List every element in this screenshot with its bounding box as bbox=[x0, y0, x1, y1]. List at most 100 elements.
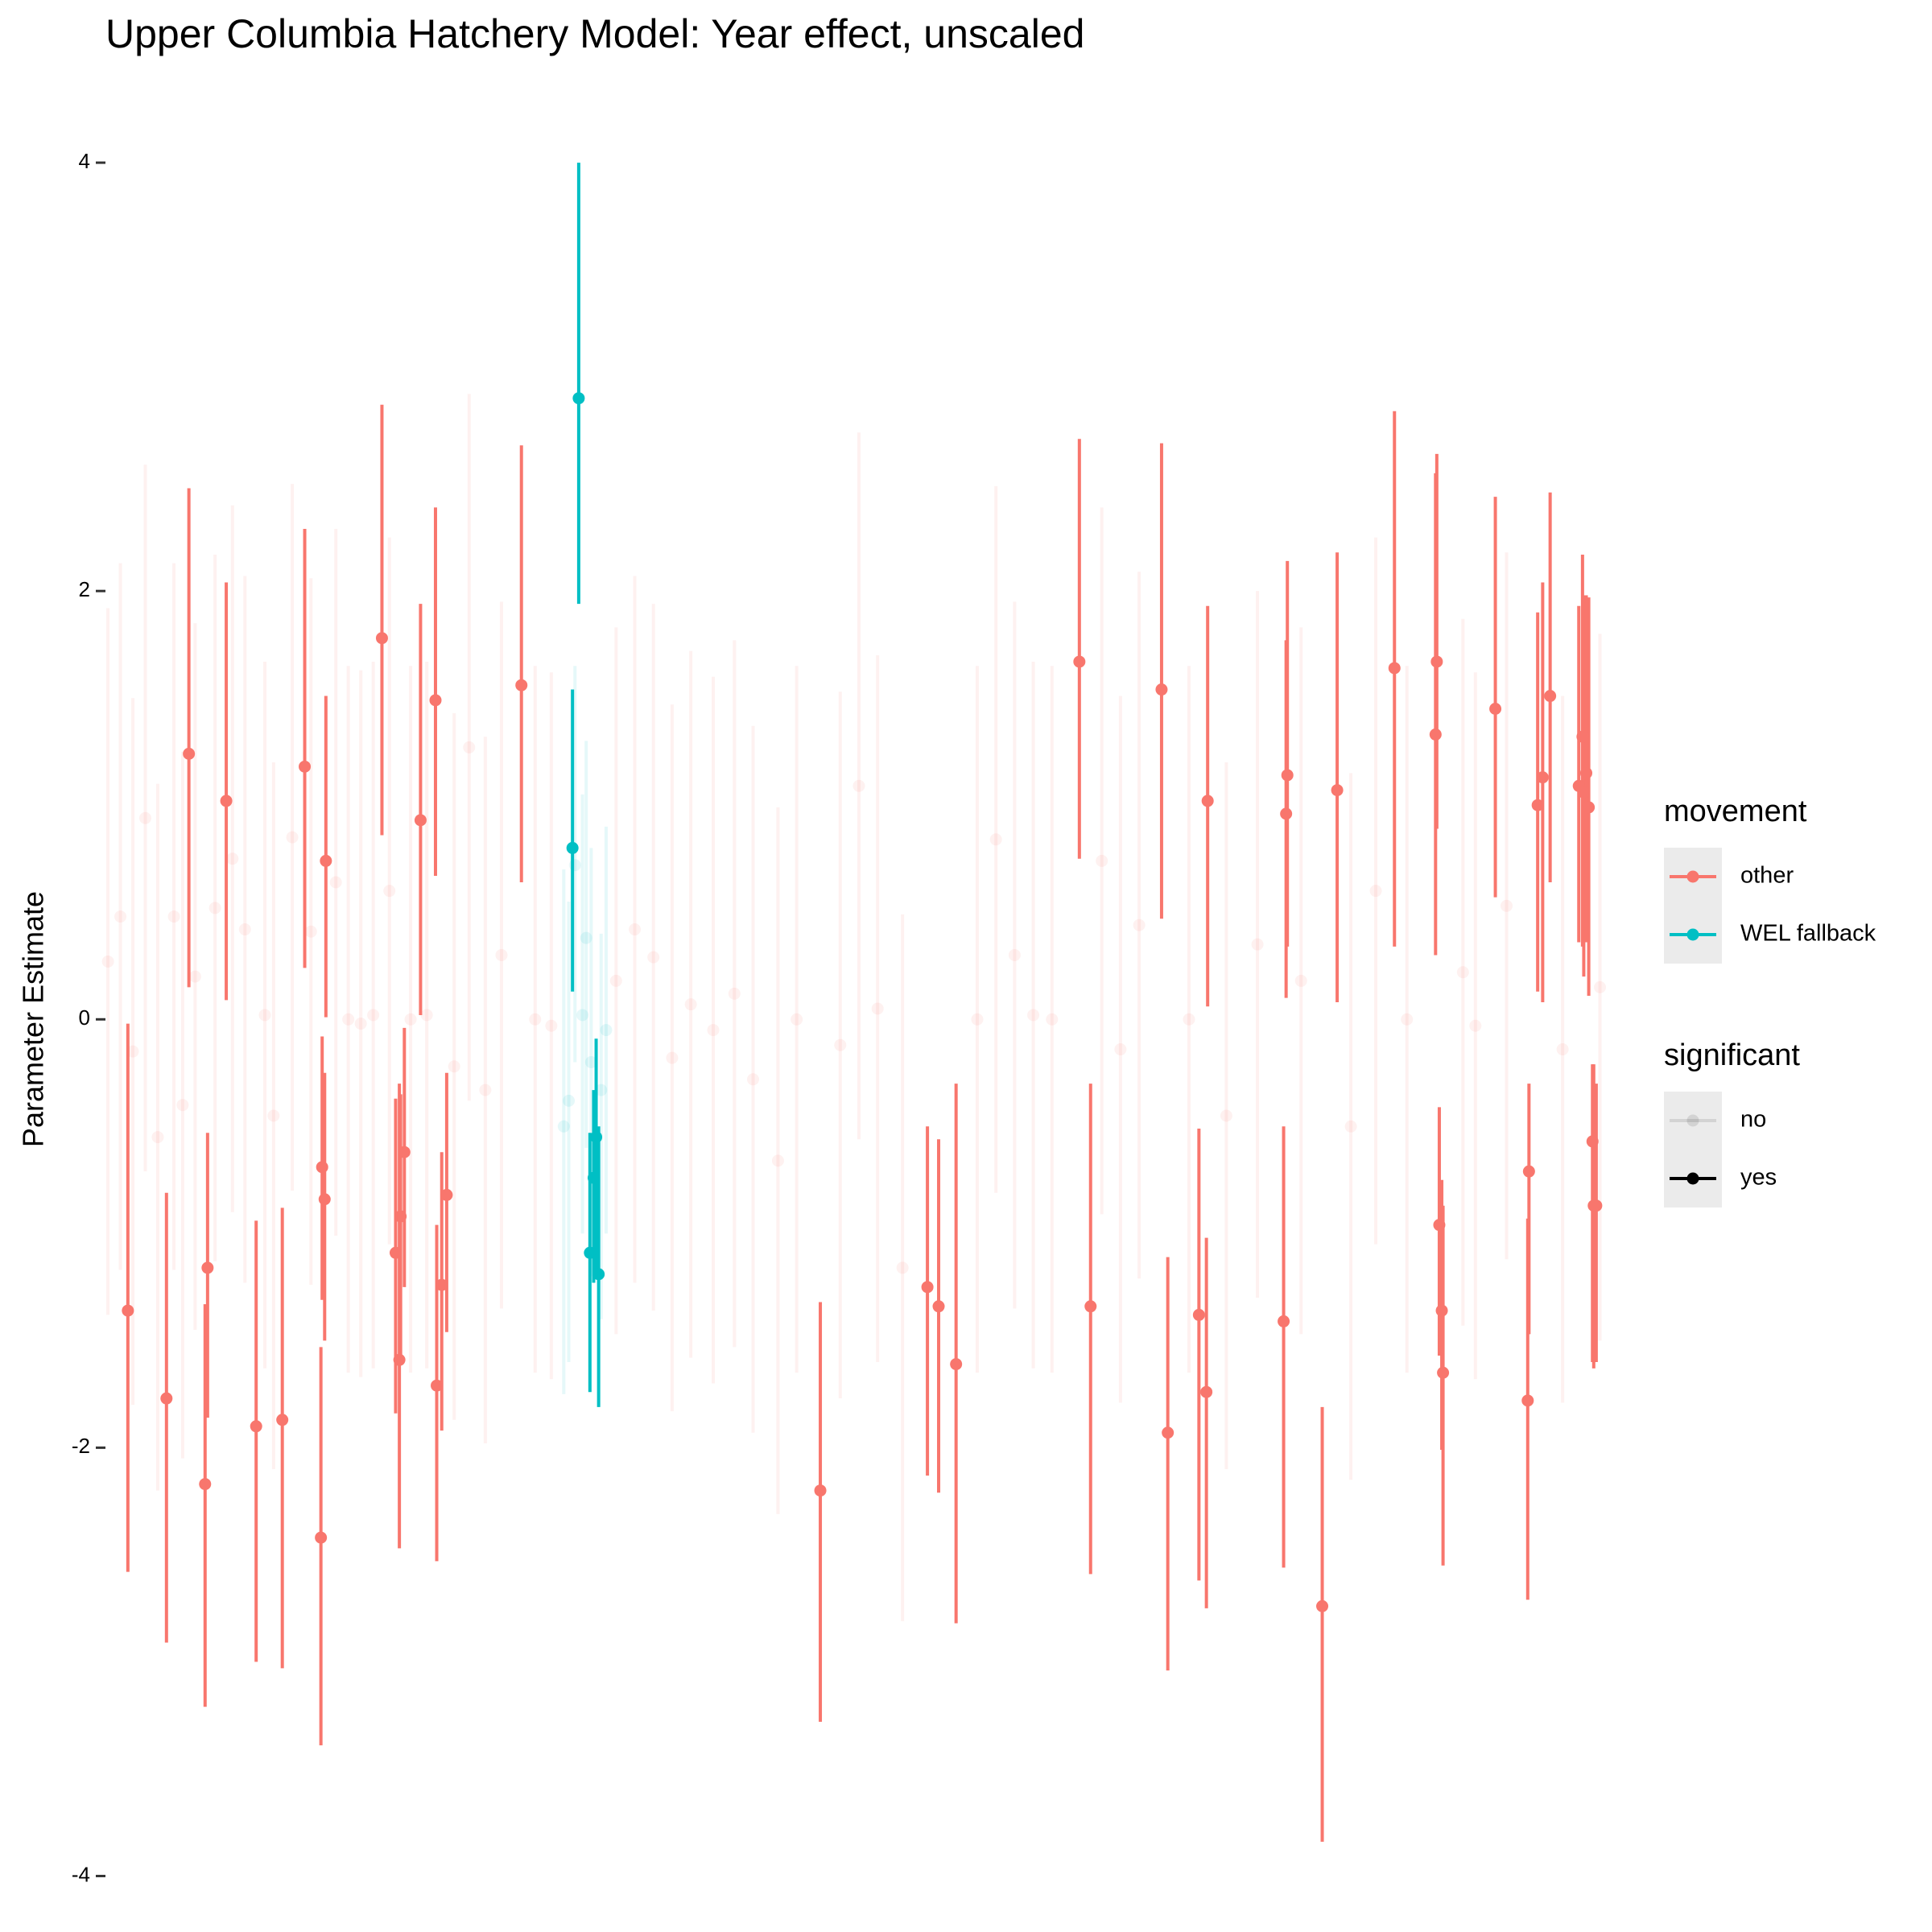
point bbox=[666, 1051, 679, 1064]
point bbox=[1200, 1385, 1213, 1398]
point bbox=[315, 1531, 328, 1544]
point bbox=[1544, 690, 1557, 703]
point bbox=[367, 1009, 380, 1022]
point bbox=[1489, 703, 1502, 716]
point bbox=[557, 1120, 570, 1133]
point bbox=[448, 1060, 460, 1073]
point bbox=[814, 1484, 827, 1497]
point bbox=[1294, 974, 1307, 987]
point bbox=[188, 970, 201, 983]
legend-label: other bbox=[1740, 863, 1794, 889]
point bbox=[139, 811, 152, 824]
point bbox=[566, 841, 579, 854]
y-axis-label: Parameter Estimate bbox=[17, 891, 50, 1147]
point bbox=[728, 987, 741, 1000]
point bbox=[600, 1024, 613, 1037]
point bbox=[515, 679, 528, 691]
point bbox=[584, 1055, 597, 1068]
point bbox=[1469, 1019, 1482, 1032]
y-tick-label: -4 bbox=[72, 1862, 90, 1886]
point bbox=[1096, 854, 1108, 867]
point bbox=[1046, 1013, 1059, 1026]
point bbox=[576, 1009, 589, 1022]
point bbox=[414, 814, 427, 827]
point bbox=[220, 795, 233, 807]
point bbox=[238, 923, 251, 936]
legend-label: no bbox=[1740, 1107, 1766, 1133]
point bbox=[1251, 938, 1264, 951]
point bbox=[276, 1414, 289, 1426]
point bbox=[1084, 1300, 1097, 1313]
point bbox=[1590, 1199, 1603, 1212]
legend-key-bg bbox=[1664, 1092, 1722, 1150]
point bbox=[375, 632, 388, 645]
point bbox=[167, 910, 180, 923]
point bbox=[1344, 1120, 1357, 1133]
point bbox=[568, 859, 581, 872]
point bbox=[1556, 1043, 1569, 1056]
point bbox=[1456, 966, 1469, 979]
point bbox=[971, 1013, 984, 1026]
point bbox=[1435, 1304, 1448, 1317]
point bbox=[176, 1099, 189, 1112]
chart-title: Upper Columbia Hatchery Model: Year effe… bbox=[105, 11, 1084, 56]
point bbox=[1162, 1426, 1174, 1439]
y-tick-label: -2 bbox=[72, 1434, 90, 1458]
point bbox=[1155, 683, 1168, 696]
y-tick-label: 4 bbox=[79, 149, 90, 173]
point bbox=[1433, 1219, 1446, 1232]
point bbox=[318, 1193, 331, 1206]
point bbox=[771, 1154, 784, 1167]
point bbox=[1522, 1165, 1535, 1178]
point bbox=[1280, 807, 1293, 820]
point bbox=[1133, 919, 1146, 931]
point bbox=[267, 1109, 280, 1122]
legend-title: significant bbox=[1664, 1038, 1800, 1072]
legend-key-point bbox=[1686, 928, 1699, 941]
point bbox=[398, 1146, 411, 1158]
point bbox=[1429, 728, 1442, 741]
point bbox=[595, 1084, 608, 1096]
point bbox=[572, 392, 585, 405]
point bbox=[440, 1188, 453, 1201]
point bbox=[1183, 1013, 1195, 1026]
point bbox=[126, 1045, 139, 1058]
point bbox=[199, 1478, 212, 1491]
point bbox=[1430, 655, 1443, 668]
point bbox=[707, 1024, 720, 1037]
point bbox=[1369, 885, 1382, 898]
point bbox=[1201, 795, 1214, 807]
legend-title: movement bbox=[1664, 795, 1807, 828]
legend-key-point bbox=[1686, 1114, 1699, 1127]
point bbox=[609, 974, 622, 987]
point bbox=[429, 694, 442, 707]
point bbox=[383, 885, 396, 898]
point bbox=[1536, 771, 1549, 784]
point bbox=[1577, 786, 1590, 799]
point bbox=[299, 760, 312, 773]
point bbox=[250, 1420, 262, 1433]
point bbox=[304, 925, 317, 938]
point bbox=[258, 1009, 271, 1022]
point bbox=[1576, 730, 1589, 743]
point bbox=[226, 852, 239, 865]
point bbox=[1437, 1366, 1450, 1379]
point bbox=[1281, 769, 1294, 782]
point bbox=[871, 1002, 884, 1015]
point bbox=[208, 902, 221, 914]
point bbox=[389, 1246, 402, 1259]
point bbox=[1500, 899, 1513, 912]
point bbox=[1580, 766, 1593, 779]
point bbox=[463, 741, 476, 753]
point bbox=[1278, 1315, 1290, 1327]
point bbox=[1388, 662, 1401, 675]
point bbox=[329, 876, 342, 889]
point bbox=[684, 998, 697, 1011]
point bbox=[563, 1094, 576, 1107]
point bbox=[101, 955, 114, 968]
legend-label: WEL fallback bbox=[1740, 921, 1876, 947]
point bbox=[1583, 801, 1596, 814]
point bbox=[479, 1084, 492, 1096]
point bbox=[592, 1268, 605, 1281]
point bbox=[791, 1013, 803, 1026]
